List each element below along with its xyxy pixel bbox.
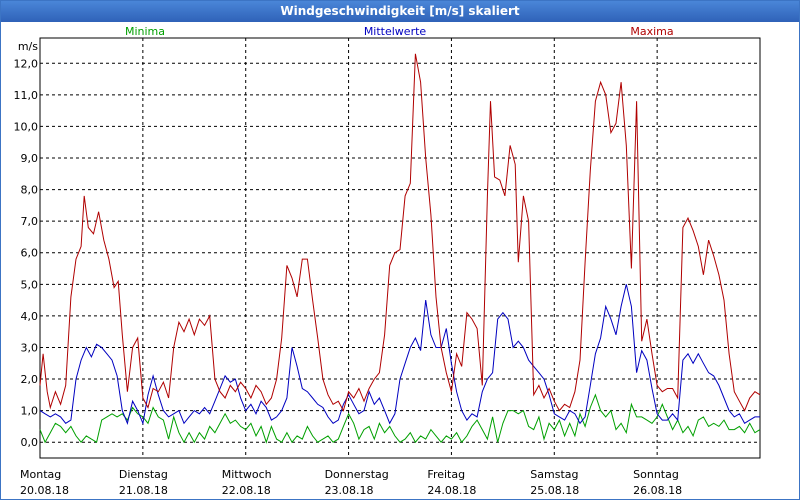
y-tick-label: 9,0 [21,152,39,165]
series-lines [39,53,761,444]
legend-entry-maxima: Maxima [630,25,673,38]
window-title: Windgeschwindigkeit [m/s] skaliert [1,1,799,22]
y-tick-label: 5,0 [21,278,39,291]
x-tick-weekday: Dienstag [119,468,168,481]
y-tick-label: 4,0 [21,310,39,323]
plot-border [39,37,761,459]
y-tick-label: 10,0 [14,120,39,133]
x-tick-weekday: Freitag [427,468,465,481]
x-tick-date: 26.08.18 [633,484,682,497]
y-tick-label: 8,0 [21,184,39,197]
series-line-maxima [39,53,761,412]
x-tick-weekday: Sonntag [633,468,679,481]
x-tick-weekday: Donnerstag [325,468,389,481]
y-tick-label: 6,0 [21,247,39,260]
x-tick-date: 24.08.18 [427,484,476,497]
x-tick-date: 20.08.18 [20,484,69,497]
x-tick-date: 22.08.18 [222,484,271,497]
x-tick-labels: Montag 20.08.18 Dienstag 21.08.18 Mittwoch 22… [20,468,682,497]
y-tick-label: 3,0 [21,341,39,354]
y-axis-label: m/s [18,40,38,53]
x-tick-date: 25.08.18 [530,484,579,497]
y-tick-labels: 0,0 1,0 2,0 3,0 4,0 5,0 6,0 7,0 8,0 9,0 10,0 11,0 12… [14,57,39,449]
series-line-minima [39,393,761,444]
y-tick-label: 0,0 [21,436,39,449]
y-tick-label: 7,0 [21,215,39,228]
y-tick-label: 11,0 [14,89,39,102]
series-line-mittelwerte [39,284,760,426]
x-tick-weekday: Montag [20,468,61,481]
legend-entry-mittelwerte: Mittelwerte [364,25,427,38]
x-tick-weekday: Samstag [530,468,578,481]
x-tick-date: 23.08.18 [325,484,374,497]
legend: Minima Mittelwerte Maxima [125,25,674,38]
axes: m/s [18,40,38,53]
x-tick-date: 21.08.18 [119,484,168,497]
legend-entry-minima: Minima [125,25,165,38]
x-tick-weekday: Mittwoch [222,468,272,481]
y-tick-label: 1,0 [21,405,39,418]
y-tick-label: 12,0 [14,57,39,70]
y-tick-label: 2,0 [21,373,39,386]
